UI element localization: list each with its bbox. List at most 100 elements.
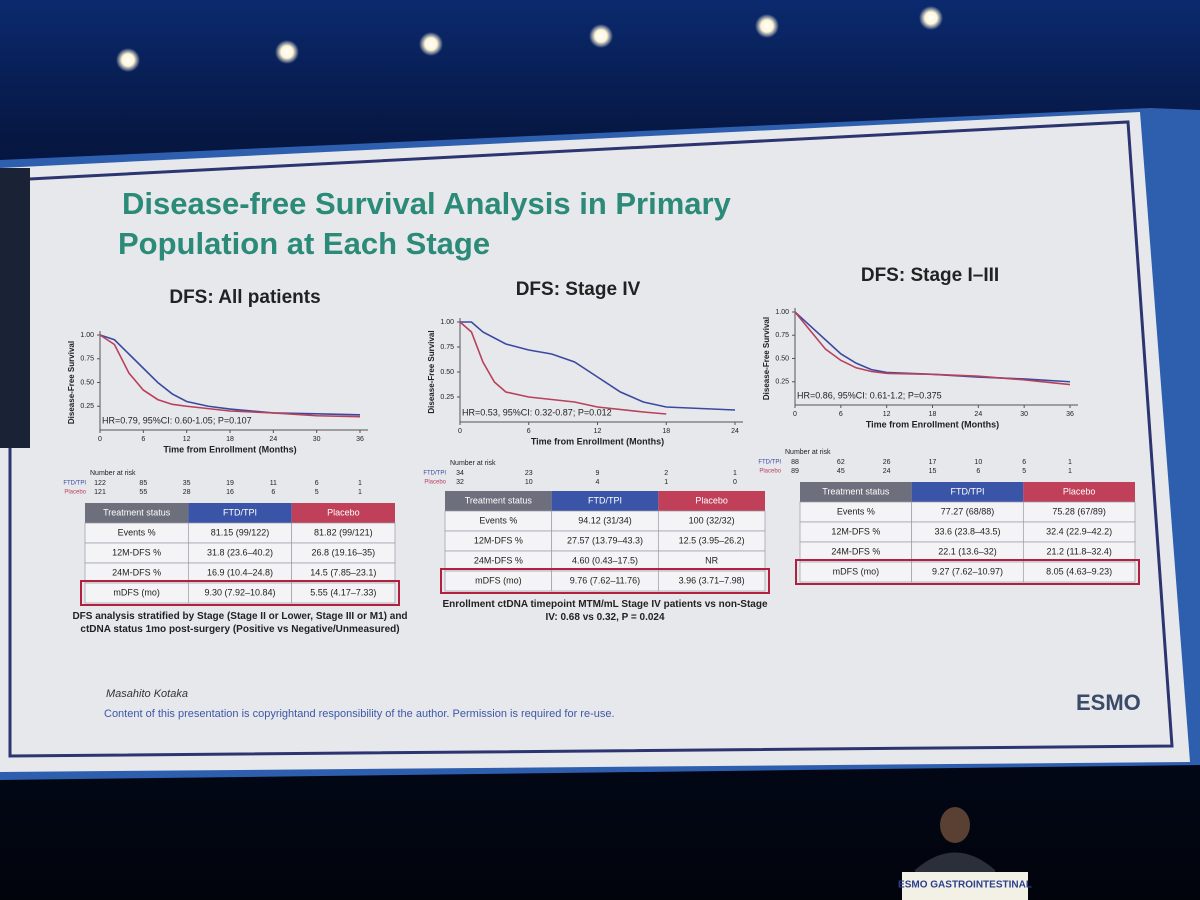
x-tick-label: 0 — [458, 428, 462, 435]
risk-value: 10 — [525, 479, 533, 486]
table-text: 94.12 (31/34) — [578, 515, 632, 525]
lights — [116, 6, 943, 72]
risk-value: 5 — [1022, 468, 1026, 475]
table-text: 77.27 (68/88) — [941, 506, 995, 516]
risk-label: Number at risk — [450, 460, 496, 467]
annotation: HR=0.86, 95%CI: 0.61-1.2; P=0.375 — [797, 390, 942, 400]
slide-title: Disease-free Survival Analysis in Primar… — [122, 186, 732, 221]
table-text: 33.6 (23.8–43.5) — [934, 526, 1000, 536]
table-text: 16.9 (10.4–24.8) — [207, 567, 273, 577]
y-axis-label: Disease-Free Survival — [427, 330, 436, 413]
risk-row-name: FTD/TPI — [423, 471, 446, 477]
y-tick-label: 1.00 — [440, 319, 454, 326]
y-tick-label: 0.50 — [775, 355, 789, 362]
risk-value: 17 — [929, 459, 937, 466]
risk-value: 24 — [883, 468, 891, 475]
table-text: 14.5 (7.85–23.1) — [310, 567, 376, 577]
table-text: 12M-DFS % — [474, 535, 523, 545]
risk-value: 34 — [456, 470, 464, 477]
survival-curve — [794, 311, 1071, 386]
risk-value: 1 — [1068, 468, 1072, 475]
table-text: 100 (32/32) — [689, 515, 735, 525]
panel-title: DFS: Stage IV — [516, 279, 641, 300]
table-text: Events % — [479, 515, 517, 525]
podium-text: ESMO GASTROINTESTINAL — [898, 880, 1032, 891]
table-text: 81.15 (99/122) — [211, 527, 270, 537]
risk-value: 4 — [596, 479, 600, 486]
risk-value: 6 — [1022, 459, 1026, 466]
table-cell — [1022, 561, 1136, 583]
table-text: 32.4 (22.9–42.2) — [1046, 526, 1112, 536]
table-text: mDFS (mo) — [113, 587, 160, 597]
author: Masahito Kotaka — [106, 688, 188, 700]
risk-value: 26 — [883, 459, 891, 466]
table-text: mDFS (mo) — [475, 575, 522, 585]
survival-curve — [459, 321, 667, 415]
y-tick-label: 0.25 — [80, 403, 94, 410]
table-text: 27.57 (13.79–43.3) — [567, 535, 643, 545]
table-text: NR — [705, 555, 718, 565]
risk-value: 11 — [270, 480, 277, 487]
side-panel — [0, 168, 30, 448]
risk-value: 1 — [358, 480, 362, 487]
x-tick-label: 24 — [269, 436, 277, 443]
risk-value: 6 — [271, 489, 275, 496]
risk-value: 1 — [733, 470, 737, 477]
x-tick-label: 12 — [183, 436, 191, 443]
x-tick-label: 18 — [929, 411, 937, 418]
table-text: 75.28 (67/89) — [1052, 506, 1106, 516]
highlight-box — [795, 559, 1140, 585]
note: Enrollment ctDNA timepoint MTM/mL Stage … — [442, 599, 768, 623]
highlight-box — [80, 580, 400, 606]
x-tick-label: 30 — [313, 436, 321, 443]
table-header-cell — [551, 491, 659, 511]
table-text: 31.8 (23.6–40.2) — [207, 547, 273, 557]
table-header: Placebo — [327, 507, 360, 517]
table-text: 81.82 (99/121) — [314, 527, 373, 537]
table-cell — [657, 570, 766, 592]
x-tick-label: 12 — [594, 428, 602, 435]
x-tick-label: 36 — [356, 436, 364, 443]
table-text: 24M-DFS % — [474, 555, 523, 565]
risk-value: 62 — [837, 459, 845, 466]
table-header: FTD/TPI — [951, 486, 985, 496]
y-axis-label: Disease-Free Survival — [67, 341, 76, 424]
y-tick-label: 0.50 — [80, 379, 94, 386]
risk-value: 0 — [733, 479, 737, 486]
risk-value: 6 — [976, 468, 980, 475]
table-text: 12.5 (3.95–26.2) — [679, 535, 745, 545]
y-tick-label: 0.25 — [440, 394, 454, 401]
risk-value: 45 — [837, 468, 845, 475]
table-text: Events % — [837, 506, 875, 516]
risk-value: 88 — [791, 459, 799, 466]
x-tick-label: 6 — [527, 428, 531, 435]
logo: ESMO — [1076, 690, 1141, 715]
risk-row-name: Placebo — [64, 490, 86, 496]
survival-curve — [460, 321, 736, 411]
x-tick-label: 6 — [141, 436, 145, 443]
table-text: 9.76 (7.62–11.76) — [570, 575, 640, 585]
y-tick-label: 1.00 — [80, 332, 94, 339]
risk-value: 35 — [183, 480, 191, 487]
table-text: 9.27 (7.62–10.97) — [932, 566, 1003, 576]
table-text: 24M-DFS % — [112, 567, 161, 577]
risk-value: 122 — [94, 480, 106, 487]
presenter — [902, 807, 1028, 900]
note: DFS analysis stratified by Stage (Stage … — [72, 611, 408, 635]
risk-value: 121 — [94, 489, 106, 496]
table-header-cell — [911, 482, 1024, 502]
x-tick-label: 24 — [731, 428, 739, 435]
risk-label: Number at risk — [785, 449, 831, 456]
note-box: Enrollment ctDNA timepoint MTM/mL Stage … — [442, 599, 768, 623]
risk-value: 5 — [315, 489, 319, 496]
table-header-cell — [800, 482, 912, 502]
annotation: HR=0.79, 95%CI: 0.60-1.05; P=0.107 — [102, 415, 252, 425]
table-header: FTD/TPI — [588, 495, 622, 505]
x-tick-label: 0 — [98, 436, 102, 443]
risk-value: 85 — [139, 480, 147, 487]
table-header: FTD/TPI — [223, 507, 257, 517]
x-tick-label: 12 — [883, 411, 891, 418]
risk-value: 9 — [596, 470, 600, 477]
table-text: 24M-DFS % — [831, 546, 880, 556]
